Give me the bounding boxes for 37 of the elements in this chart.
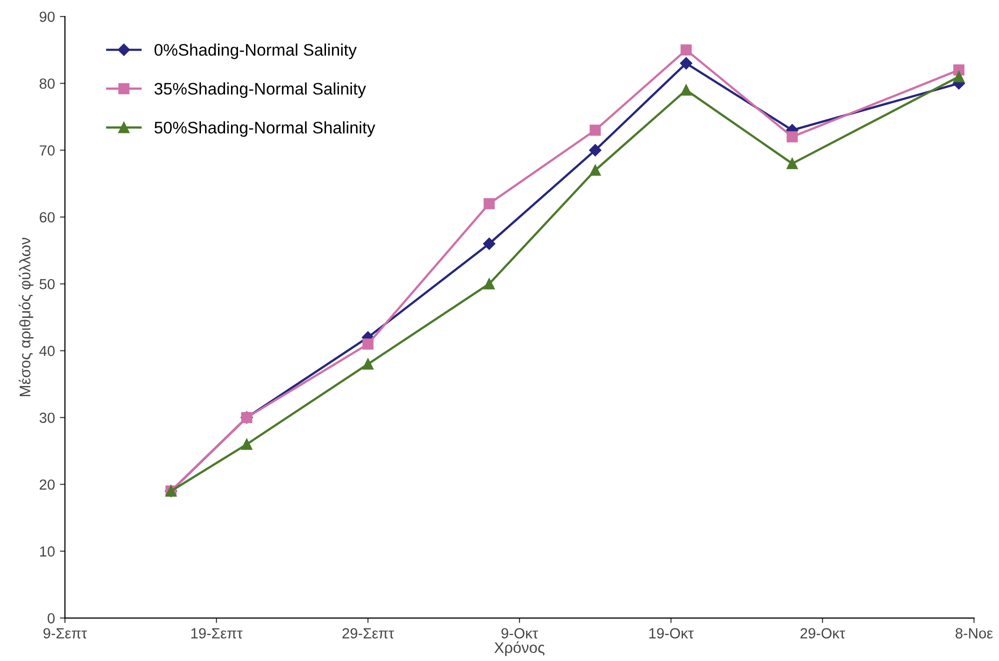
legend-label: 50%Shading-Normal Shalinity: [154, 121, 376, 137]
point: [241, 438, 252, 450]
legend-label: 35%Shading-Normal Salinity: [154, 82, 366, 98]
y-tick-label: 30: [40, 412, 55, 423]
x-tick-label: 29-Οκτ: [800, 628, 846, 638]
y-tick-label: 50: [40, 278, 55, 290]
point: [953, 71, 964, 82]
y-tick-label: 70: [40, 145, 55, 156]
x-tick-label: 9-Οκτ: [501, 628, 538, 638]
point: [590, 164, 601, 176]
point: [786, 131, 798, 142]
x-axis-title: Χρόνος: [494, 641, 544, 656]
x-tick-label: 8-Νοε: [956, 628, 993, 638]
point: [590, 124, 601, 136]
point: [680, 57, 692, 70]
point: [484, 198, 495, 210]
x-tick-label: 19-Οκτ: [649, 628, 694, 638]
point: [484, 278, 495, 290]
x-tick-label: 9-Σεπτ: [43, 628, 87, 638]
y-tick-label: 90: [40, 12, 55, 22]
point: [362, 358, 374, 370]
point: [786, 158, 798, 170]
point: [680, 84, 692, 96]
y-tick-label: 80: [40, 78, 55, 89]
x-tick-label: 29-Σεπτ: [342, 628, 394, 638]
x-tick-label: 19-Σεπτ: [191, 628, 243, 638]
legend-label: 0%Shading-Normal Salinity: [154, 44, 357, 60]
point: [589, 144, 602, 156]
y-tick-label: 20: [40, 479, 55, 490]
y-tick-label: 40: [39, 346, 55, 356]
y-tick-label: 10: [40, 546, 55, 557]
point: [362, 338, 374, 350]
y-tick-label: 60: [40, 212, 55, 222]
y-tick-label: 0: [48, 613, 55, 624]
point: [483, 238, 496, 250]
y-axis-title: Μέσος αριθμός φύλλων: [18, 238, 34, 396]
point: [680, 44, 692, 56]
